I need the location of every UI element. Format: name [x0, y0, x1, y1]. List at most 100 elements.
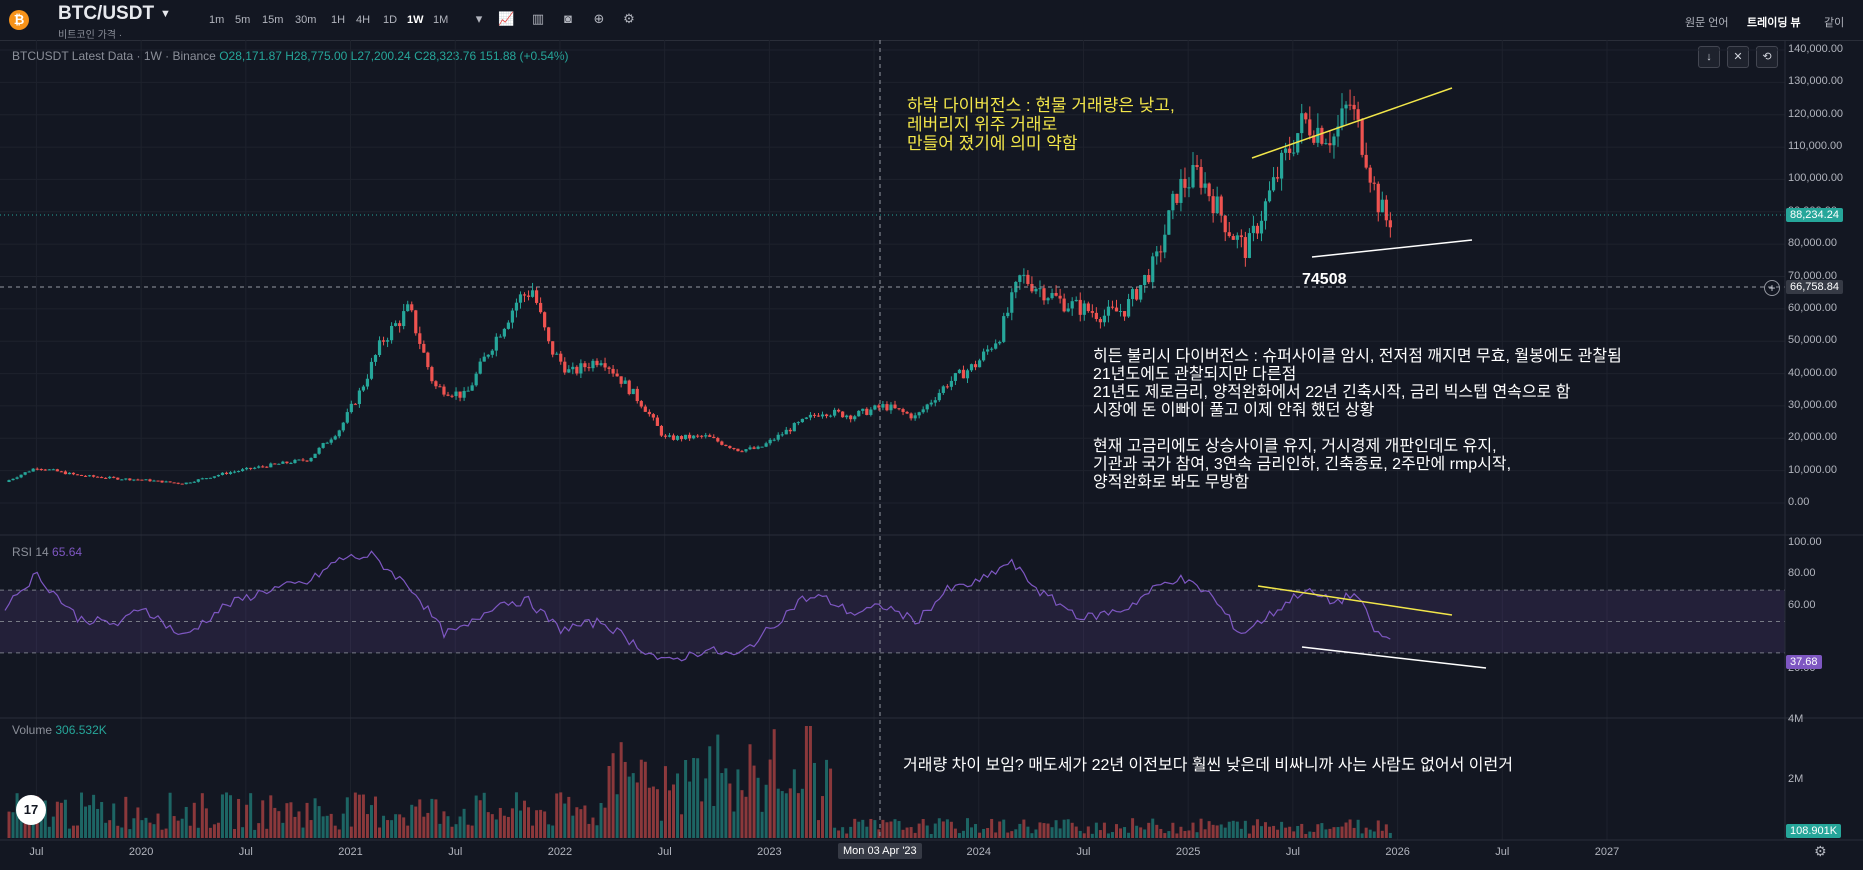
candle: [1082, 300, 1086, 321]
volume-bar: [816, 820, 820, 838]
tab-trading-view[interactable]: 트레이딩 뷰: [1747, 17, 1801, 29]
volume-bar: [494, 819, 498, 838]
candle: [788, 427, 792, 435]
settings-icon[interactable]: ⚙: [1814, 843, 1827, 859]
volume-bar: [986, 828, 990, 838]
volume-bar: [1292, 831, 1296, 838]
candle: [1046, 296, 1050, 305]
candle: [1062, 293, 1066, 313]
volume-bar: [120, 827, 124, 838]
maximize-icon[interactable]: ⟲: [1756, 46, 1778, 68]
scroll-down-icon[interactable]: ↓: [1698, 46, 1720, 68]
volume-bar: [204, 808, 208, 838]
volume-bar: [116, 825, 120, 838]
volume-bar: [599, 802, 603, 838]
symbol-title[interactable]: BTC/USDT: [58, 3, 155, 24]
camera-icon[interactable]: ◙: [564, 11, 572, 26]
candle: [1086, 301, 1090, 313]
volume-bar: [897, 821, 901, 838]
tab-together[interactable]: 같이: [1824, 17, 1845, 29]
timeframe-1h[interactable]: 1H: [331, 14, 346, 26]
volume-bar: [1304, 833, 1308, 838]
volume-bar: [136, 807, 140, 838]
volume-bar: [1139, 827, 1143, 838]
candle: [933, 396, 937, 407]
plus-circle-icon[interactable]: ⊕: [593, 11, 605, 26]
volume-bar: [382, 815, 386, 838]
caret-down-icon[interactable]: ▾: [475, 11, 483, 26]
candle: [7, 479, 11, 483]
candle: [1292, 140, 1296, 157]
volume-value: 306.532K: [55, 723, 107, 737]
volume-bar: [184, 806, 188, 838]
candle: [804, 417, 809, 420]
candle: [683, 434, 688, 440]
collapse-icon[interactable]: ✕: [1727, 46, 1749, 68]
legend-open: O28,171.87: [219, 49, 282, 63]
candle: [506, 320, 510, 330]
candle: [59, 470, 63, 473]
volume-legend: Volume 306.532K: [12, 723, 107, 737]
rsi-lower-trendline: [1301, 646, 1487, 669]
volume-bar: [603, 807, 607, 838]
volume-bar: [615, 794, 619, 838]
candle: [579, 359, 583, 378]
timeframe-1m[interactable]: 1M: [433, 14, 449, 26]
tradingview-logo-icon[interactable]: 17: [16, 795, 46, 825]
volume-bar: [1042, 823, 1046, 838]
candle: [164, 480, 168, 483]
timeframe-1d[interactable]: 1D: [383, 14, 398, 26]
volume-bar: [937, 818, 941, 838]
volume-bar: [1195, 832, 1199, 838]
candle: [1106, 300, 1111, 323]
volume-bar: [901, 829, 905, 838]
tab-original-language[interactable]: 원문 언어: [1685, 17, 1729, 29]
candle: [172, 482, 176, 484]
timeframe-4h[interactable]: 4H: [356, 14, 371, 26]
timeframe-30m[interactable]: 30m: [295, 14, 317, 26]
candle: [837, 408, 841, 413]
candle: [96, 476, 100, 478]
volume-bar: [1191, 822, 1195, 838]
candles-icon[interactable]: ▥: [531, 11, 545, 26]
candle: [490, 349, 494, 358]
candle: [341, 421, 345, 433]
time-axis-label: Jul: [448, 846, 463, 858]
legend-name: BTCUSDT Latest Data · 1W · Binance: [12, 49, 216, 63]
volume-bar: [1006, 832, 1010, 838]
volume-bar: [357, 794, 361, 838]
candle: [410, 301, 414, 313]
volume-bar: [889, 821, 893, 838]
candle: [998, 340, 1002, 346]
candle: [845, 414, 849, 420]
timeframe-5m[interactable]: 5m: [235, 14, 251, 26]
volume-bar: [144, 817, 148, 838]
settings-icon[interactable]: ⚙: [623, 11, 635, 26]
volume-bar: [253, 829, 257, 838]
volume-bar: [112, 803, 116, 838]
add-alert-icon[interactable]: +: [1764, 280, 1780, 296]
volume-bar: [849, 826, 853, 838]
volume-bar: [1388, 832, 1392, 838]
volume-bar: [361, 794, 365, 838]
timeframe-1w[interactable]: 1W: [407, 14, 424, 26]
candle: [929, 399, 933, 407]
volume-bar: [829, 768, 833, 838]
line-chart-icon[interactable]: 📈: [498, 11, 515, 26]
timeframe-15m[interactable]: 15m: [262, 14, 284, 26]
caret-down-icon[interactable]: ▼: [160, 8, 171, 20]
candle: [1155, 245, 1159, 265]
candle: [1207, 182, 1211, 202]
timeframe-1m[interactable]: 1m: [209, 14, 225, 26]
candle: [776, 432, 780, 442]
volume-bar: [885, 822, 889, 838]
candle: [208, 477, 212, 479]
candle: [128, 478, 132, 481]
volume-bar: [974, 824, 978, 838]
volume-bar: [313, 798, 317, 838]
candle: [498, 334, 502, 338]
volume-bar: [1308, 831, 1312, 838]
candle: [418, 326, 422, 350]
candle: [901, 407, 905, 416]
candle: [784, 426, 788, 435]
